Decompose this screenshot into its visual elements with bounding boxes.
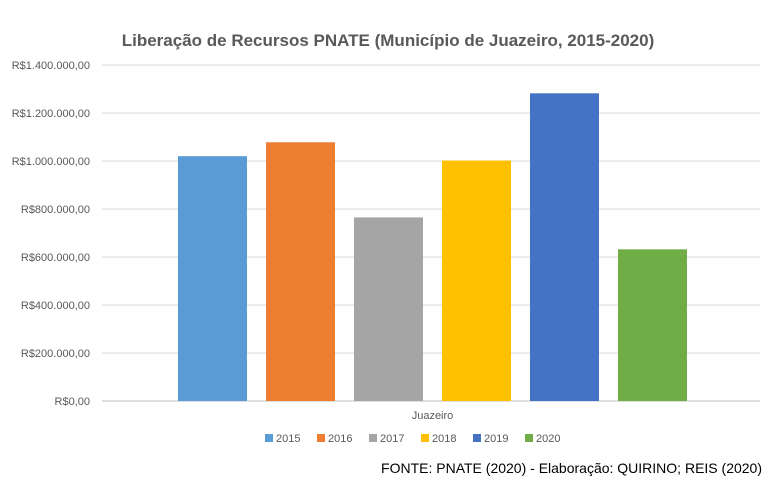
bar-2019: [530, 93, 599, 401]
legend-label-2019: 2019: [484, 433, 508, 445]
chart-title: Liberação de Recursos PNATE (Município d…: [122, 31, 655, 50]
y-tick-label: R$1.400.000,00: [12, 60, 90, 72]
bar-2017: [354, 217, 423, 401]
legend-swatch-2017: [369, 434, 377, 442]
y-tick-label: R$600.000,00: [21, 252, 90, 264]
legend-label-2015: 2015: [276, 433, 300, 445]
y-tick-label: R$400.000,00: [21, 300, 90, 312]
y-tick-label: R$1.000.000,00: [12, 156, 90, 168]
y-tick-label: R$800.000,00: [21, 204, 90, 216]
bar-chart: Liberação de Recursos PNATE (Município d…: [12, 31, 760, 445]
source-note: FONTE: PNATE (2020) - Elaboração: QUIRIN…: [381, 460, 762, 476]
legend-swatch-2018: [421, 434, 429, 442]
legend-label-2020: 2020: [536, 433, 560, 445]
bar-2015: [178, 156, 247, 401]
legend-label-2016: 2016: [328, 433, 352, 445]
bars: [178, 93, 687, 401]
legend: 2015 2016 2017 2018 2019 2020: [265, 433, 560, 445]
y-axis-tick-labels: R$0,00 R$200.000,00 R$400.000,00 R$600.000,…: [12, 60, 90, 408]
bar-2018: [442, 160, 511, 401]
x-axis-category-labels: Juazeiro: [412, 410, 454, 422]
y-tick-label: R$1.200.000,00: [12, 108, 90, 120]
legend-swatch-2015: [265, 434, 273, 442]
x-category-label: Juazeiro: [412, 410, 454, 422]
y-tick-label: R$0,00: [55, 396, 90, 408]
bar-2020: [618, 249, 687, 401]
legend-swatch-2019: [473, 434, 481, 442]
legend-label-2018: 2018: [432, 433, 456, 445]
bar-2016: [266, 142, 335, 401]
y-tick-label: R$200.000,00: [21, 348, 90, 360]
legend-swatch-2016: [317, 434, 325, 442]
legend-label-2017: 2017: [380, 433, 404, 445]
legend-swatch-2020: [525, 434, 533, 442]
